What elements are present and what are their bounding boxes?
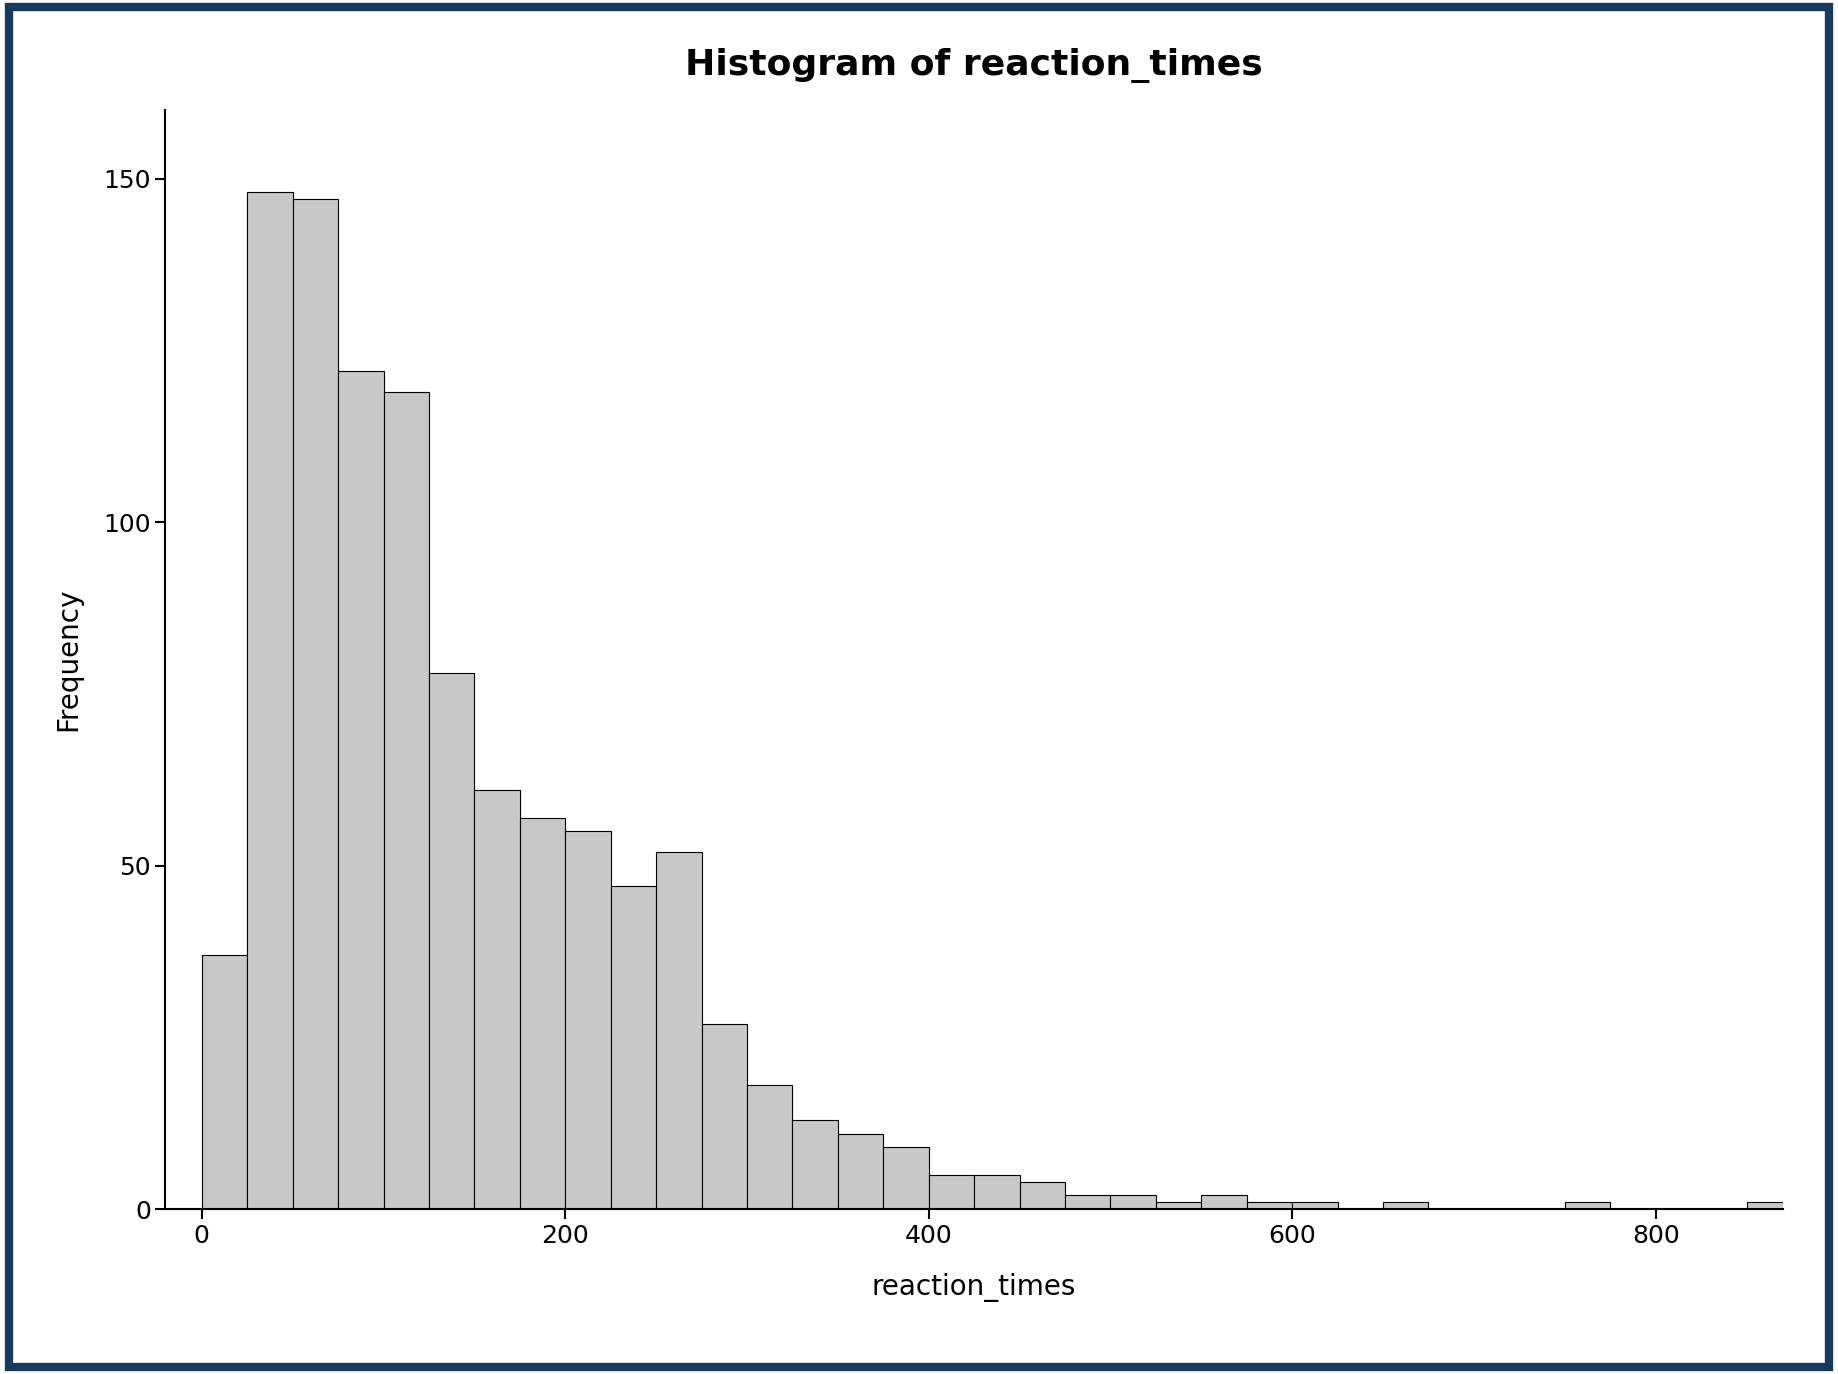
Bar	[384, 392, 428, 1209]
Title: Histogram of reaction_times: Histogram of reaction_times	[686, 48, 1263, 84]
Bar	[566, 831, 610, 1209]
Bar	[1382, 1202, 1428, 1209]
Bar	[610, 886, 656, 1209]
Bar	[1292, 1202, 1338, 1209]
Bar	[974, 1175, 1020, 1209]
Bar	[1564, 1202, 1610, 1209]
Bar	[1202, 1195, 1246, 1209]
Bar	[202, 955, 246, 1209]
Bar	[1064, 1195, 1110, 1209]
Bar	[1020, 1182, 1064, 1209]
Y-axis label: Frequency: Frequency	[55, 588, 83, 731]
Bar	[246, 192, 292, 1209]
Bar	[428, 673, 474, 1209]
Bar	[1746, 1202, 1792, 1209]
Bar	[1156, 1202, 1202, 1209]
Bar	[1246, 1202, 1292, 1209]
Bar	[702, 1024, 746, 1209]
Bar	[928, 1175, 974, 1209]
Bar	[1110, 1195, 1156, 1209]
X-axis label: reaction_times: reaction_times	[871, 1272, 1077, 1301]
Bar	[884, 1147, 928, 1209]
Bar	[746, 1085, 792, 1209]
Bar	[474, 790, 520, 1209]
Bar	[792, 1120, 838, 1209]
Bar	[292, 199, 338, 1209]
Bar	[520, 818, 566, 1209]
Bar	[656, 852, 702, 1209]
Bar	[338, 371, 384, 1209]
Bar	[838, 1134, 884, 1209]
